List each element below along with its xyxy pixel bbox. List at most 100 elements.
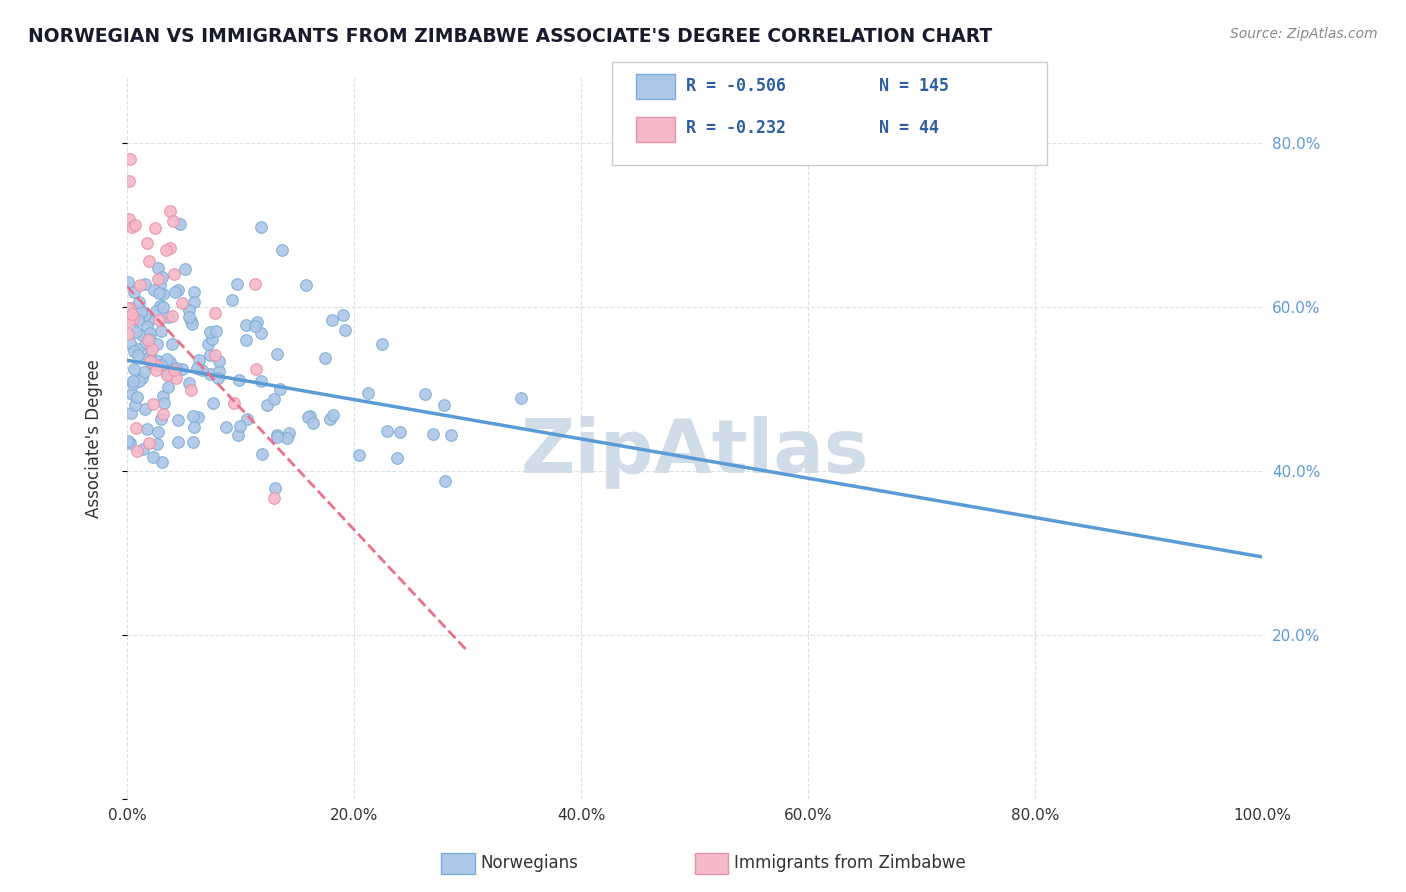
Point [222, 396, 245, 410]
Point [295, 278, 318, 293]
Text: N = 145: N = 145 [879, 77, 949, 95]
Point [159, 355, 181, 369]
Point [263, 482, 285, 496]
Point [143, 220, 166, 235]
Point [135, 336, 157, 351]
Point [422, 426, 444, 441]
Point [125, 325, 148, 339]
Point [201, 332, 224, 346]
Point [143, 284, 166, 298]
Point [124, 420, 146, 434]
Point [156, 368, 179, 382]
Point [121, 387, 143, 401]
Point [127, 312, 149, 326]
Point [179, 310, 201, 324]
Point [172, 296, 194, 310]
Point [160, 336, 183, 351]
Point [134, 308, 156, 322]
Point [120, 407, 142, 421]
Point [509, 391, 531, 405]
Point [138, 254, 160, 268]
Point [122, 344, 145, 359]
Point [207, 371, 229, 385]
Point [152, 286, 174, 301]
Point [153, 396, 176, 410]
Point [148, 260, 170, 275]
Point [127, 342, 149, 356]
Point [270, 243, 292, 257]
Point [243, 277, 266, 291]
Point [208, 354, 231, 368]
Point [129, 305, 152, 319]
Point [145, 304, 167, 318]
Point [332, 308, 354, 322]
Point [129, 302, 152, 317]
Point [118, 310, 141, 324]
Point [204, 324, 226, 338]
Point [139, 326, 162, 340]
Point [117, 301, 139, 315]
Point [297, 410, 319, 425]
Point [166, 434, 188, 449]
Point [136, 333, 159, 347]
Point [266, 428, 288, 442]
Point [180, 317, 202, 331]
Point [131, 328, 153, 343]
Point [145, 358, 167, 372]
Point [142, 397, 165, 411]
Point [314, 351, 336, 366]
Point [250, 219, 273, 234]
Point [134, 402, 156, 417]
Point [156, 351, 179, 366]
Point [322, 408, 344, 422]
Point [246, 315, 269, 329]
Point [385, 450, 408, 465]
Point [302, 416, 325, 430]
Point [183, 409, 205, 423]
Point [180, 314, 202, 328]
Point [177, 302, 200, 317]
Point [167, 412, 190, 426]
Point [278, 425, 301, 440]
Point [150, 455, 173, 469]
Point [145, 363, 167, 377]
Point [235, 333, 257, 347]
Point [142, 357, 165, 371]
Point [156, 368, 179, 382]
Text: Immigrants from Zimbabwe: Immigrants from Zimbabwe [734, 855, 966, 872]
Point [229, 419, 252, 434]
Point [183, 295, 205, 310]
Point [165, 360, 187, 375]
Point [120, 310, 142, 324]
Point [120, 436, 142, 450]
Text: R = -0.232: R = -0.232 [686, 120, 786, 137]
Point [214, 420, 236, 434]
Point [117, 326, 139, 341]
Point [434, 475, 457, 489]
Point [139, 354, 162, 368]
Point [226, 277, 249, 291]
Point [138, 332, 160, 346]
Point [333, 323, 356, 337]
Point [187, 409, 209, 424]
Point [148, 286, 170, 301]
Point [136, 351, 159, 366]
Point [162, 267, 184, 281]
Point [389, 425, 412, 440]
Point [159, 241, 181, 255]
Point [163, 285, 186, 300]
Point [221, 293, 243, 307]
Point [228, 373, 250, 387]
Text: R = -0.506: R = -0.506 [686, 77, 786, 95]
Y-axis label: Associate's Degree: Associate's Degree [86, 359, 103, 517]
Point [124, 218, 146, 232]
Point [148, 354, 170, 368]
Point [208, 364, 231, 378]
Point [146, 425, 169, 439]
Point [269, 382, 291, 396]
Point [165, 371, 187, 385]
Point [249, 326, 271, 341]
Point [371, 337, 394, 351]
Point [117, 275, 139, 289]
Point [128, 374, 150, 388]
